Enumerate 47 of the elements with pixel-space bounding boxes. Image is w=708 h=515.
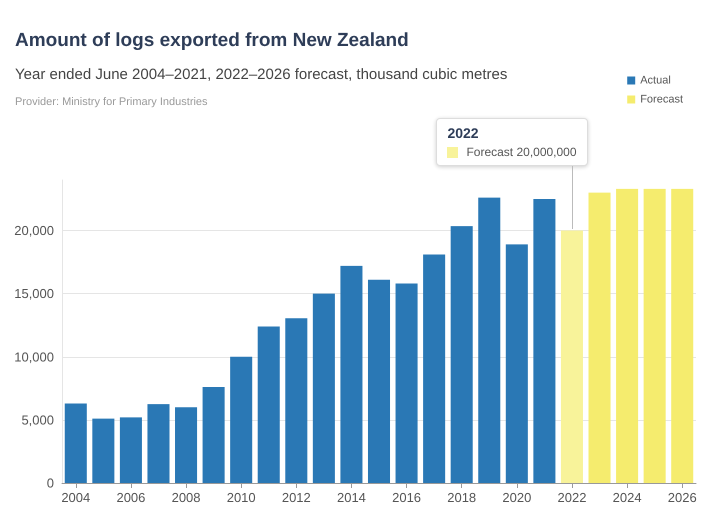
x-tick-label: 2026 [668,490,697,505]
bar [258,326,280,483]
bar [423,254,446,483]
bar [202,387,225,483]
bar [147,404,170,483]
chart-subtitle: Year ended June 2004–2021, 2022–2026 forecast, thousand cubic metres [15,66,508,83]
x-tick-label: 2018 [447,490,476,505]
bar [478,198,500,483]
y-tick-label: 20,000 [14,223,54,238]
x-tick-label: 2006 [116,490,146,505]
bar [340,266,362,483]
annotation: 2022 Forecast 20,000,000 [447,125,577,159]
x-tick-label: 2010 [226,490,256,505]
x-tick-label: 2024 [612,490,642,505]
bar [312,294,335,483]
bar [560,230,583,483]
y-tick-label: 5,000 [21,412,54,428]
bar [644,188,666,483]
bar [616,188,638,483]
x-tick-label: 2016 [392,490,422,505]
x-tick-label: 2014 [336,490,366,505]
bar [175,407,198,483]
bar [671,188,694,483]
bar [506,244,528,483]
y-tick-label: 10,000 [14,349,54,364]
bar [450,226,473,483]
x-tick-label: 2008 [172,490,201,505]
bar [92,418,114,483]
legend-label: Forecast [640,94,684,106]
legend-label: Actual [640,74,671,86]
bar [285,318,308,483]
bar [120,417,142,483]
bar [588,192,611,483]
text: Provider: Ministry for Primary Industries [15,96,208,108]
x-tick-label: 2022 [557,490,586,505]
tooltip: 2022 Forecast 20,000,000 [436,118,588,230]
bar [396,284,418,483]
bar [64,403,87,483]
bar [368,280,390,483]
bar [230,356,252,483]
x-tick-label: 2004 [61,490,90,505]
x-tick-label: 2012 [282,490,311,505]
y-tick-label: 0 [46,476,54,490]
y-tick-label: 15,000 [14,286,54,302]
chart-title: Amount of logs exported from New Zealand [15,30,409,52]
bar [533,198,556,483]
x-tick-label: 2020 [502,490,532,505]
